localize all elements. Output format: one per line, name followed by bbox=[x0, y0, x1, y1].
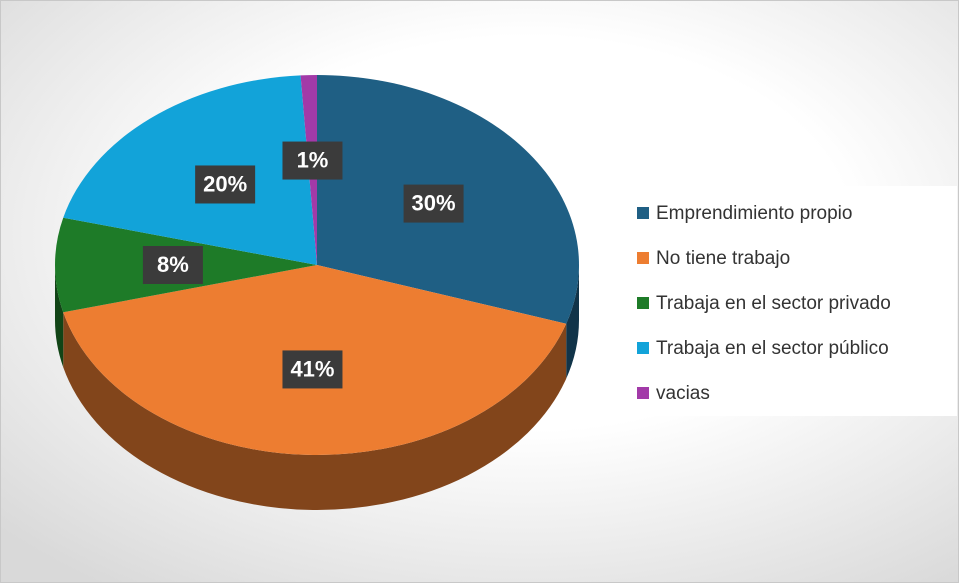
data-label: 41% bbox=[290, 356, 334, 381]
legend-label: No tiene trabajo bbox=[656, 248, 790, 269]
legend-swatch bbox=[637, 387, 649, 399]
legend-label: vacias bbox=[656, 383, 710, 404]
data-label: 1% bbox=[297, 147, 329, 172]
data-label: 30% bbox=[412, 190, 456, 215]
slice-side bbox=[63, 312, 567, 510]
legend-label: Trabaja en el sector privado bbox=[656, 293, 891, 314]
legend-swatch bbox=[637, 297, 649, 309]
legend-swatch bbox=[637, 207, 649, 219]
slice-side bbox=[55, 265, 64, 368]
legend-swatch bbox=[637, 252, 649, 264]
data-label-box bbox=[403, 184, 464, 223]
legend-label: Emprendimiento propio bbox=[656, 203, 852, 224]
slice bbox=[63, 75, 317, 265]
slice-side bbox=[566, 265, 579, 379]
data-label-box bbox=[142, 246, 203, 284]
data-label-box bbox=[282, 350, 343, 389]
data-label-box bbox=[195, 165, 256, 204]
legend-box bbox=[624, 186, 957, 416]
data-label-box bbox=[282, 141, 343, 180]
legend-label: Trabaja en el sector público bbox=[656, 338, 889, 359]
data-label: 20% bbox=[203, 171, 247, 196]
data-label: 8% bbox=[157, 252, 189, 277]
legend-swatch bbox=[637, 342, 649, 354]
